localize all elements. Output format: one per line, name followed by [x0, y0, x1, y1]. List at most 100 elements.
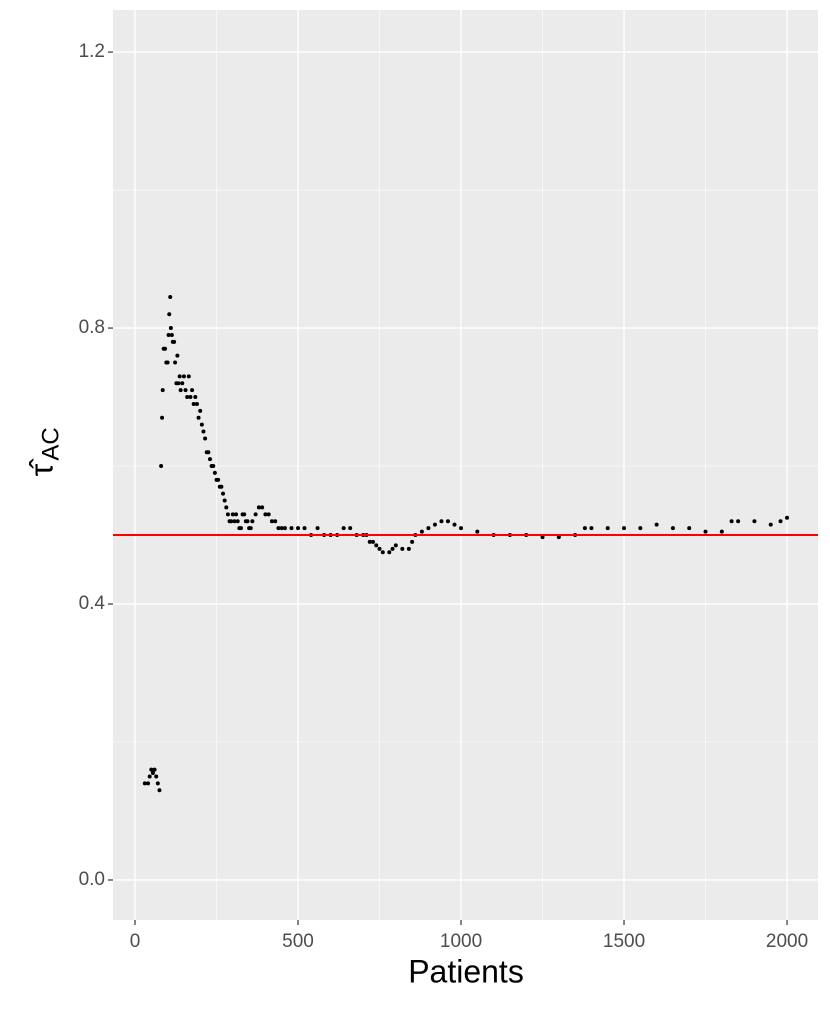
point	[232, 519, 237, 524]
point	[393, 543, 398, 548]
x-axis-title: Patients	[408, 953, 524, 989]
y-axis-subscript: AC	[37, 427, 64, 460]
point	[155, 781, 160, 786]
point	[273, 519, 278, 524]
point	[212, 470, 217, 475]
point	[180, 381, 185, 386]
point	[459, 526, 464, 531]
point	[400, 546, 405, 551]
point	[235, 519, 240, 524]
x-tick-label: 2000	[766, 931, 808, 952]
point	[289, 526, 294, 531]
point	[166, 332, 171, 337]
point	[348, 526, 353, 531]
point	[703, 529, 708, 534]
point	[146, 781, 151, 786]
point	[253, 512, 258, 517]
point	[142, 781, 147, 786]
point	[207, 457, 212, 462]
point	[282, 526, 287, 531]
x-tick-label: 1000	[440, 931, 482, 952]
point	[203, 436, 208, 441]
point	[266, 512, 271, 517]
point	[169, 332, 174, 337]
y-tick-label: 1.2	[79, 41, 105, 62]
point	[165, 360, 170, 365]
point	[152, 767, 157, 772]
point	[654, 522, 659, 527]
point	[269, 519, 274, 524]
point	[185, 395, 190, 400]
point	[219, 484, 224, 489]
point	[162, 346, 167, 351]
point	[225, 512, 230, 517]
point	[154, 774, 159, 779]
point	[168, 326, 173, 331]
point	[341, 526, 346, 531]
point	[370, 539, 375, 544]
point	[183, 388, 188, 393]
point	[785, 515, 790, 520]
point	[556, 535, 561, 540]
point	[387, 550, 392, 555]
x-tick-label: 0	[130, 931, 141, 952]
point	[605, 526, 610, 531]
point	[211, 464, 216, 469]
point	[279, 526, 284, 531]
point	[230, 512, 235, 517]
point	[173, 360, 178, 365]
y-tick-label: 0.8	[79, 317, 105, 338]
point	[168, 295, 173, 300]
point	[419, 529, 424, 534]
point	[452, 522, 457, 527]
point	[190, 388, 195, 393]
point	[250, 519, 255, 524]
point	[160, 388, 165, 393]
point	[186, 374, 191, 379]
point	[367, 539, 372, 544]
point	[150, 771, 155, 776]
point	[426, 526, 431, 531]
point	[390, 546, 395, 551]
point	[198, 408, 203, 413]
point	[302, 526, 307, 531]
point	[201, 429, 206, 434]
point	[188, 395, 193, 400]
point	[687, 526, 692, 531]
point	[149, 767, 154, 772]
x-tick-label: 500	[282, 931, 314, 952]
point	[224, 505, 229, 510]
point	[167, 312, 172, 317]
point	[178, 388, 183, 393]
y-tick-label: 0.0	[79, 869, 105, 890]
point	[445, 519, 450, 524]
point	[216, 477, 221, 482]
point	[439, 519, 444, 524]
point	[736, 519, 741, 524]
point	[177, 374, 182, 379]
point	[432, 522, 437, 527]
point	[157, 788, 162, 793]
point	[172, 339, 177, 344]
point	[234, 512, 239, 517]
point	[540, 535, 545, 540]
point	[222, 498, 227, 503]
point	[778, 519, 783, 524]
point	[752, 519, 757, 524]
point	[248, 526, 253, 531]
point	[380, 550, 385, 555]
panel	[113, 10, 818, 920]
point	[260, 505, 265, 510]
point	[176, 381, 181, 386]
point	[410, 539, 415, 544]
point	[160, 415, 165, 420]
point	[638, 526, 643, 531]
point	[229, 519, 234, 524]
point	[263, 512, 268, 517]
point	[729, 519, 734, 524]
point	[196, 415, 201, 420]
point	[147, 774, 152, 779]
point	[242, 512, 247, 517]
